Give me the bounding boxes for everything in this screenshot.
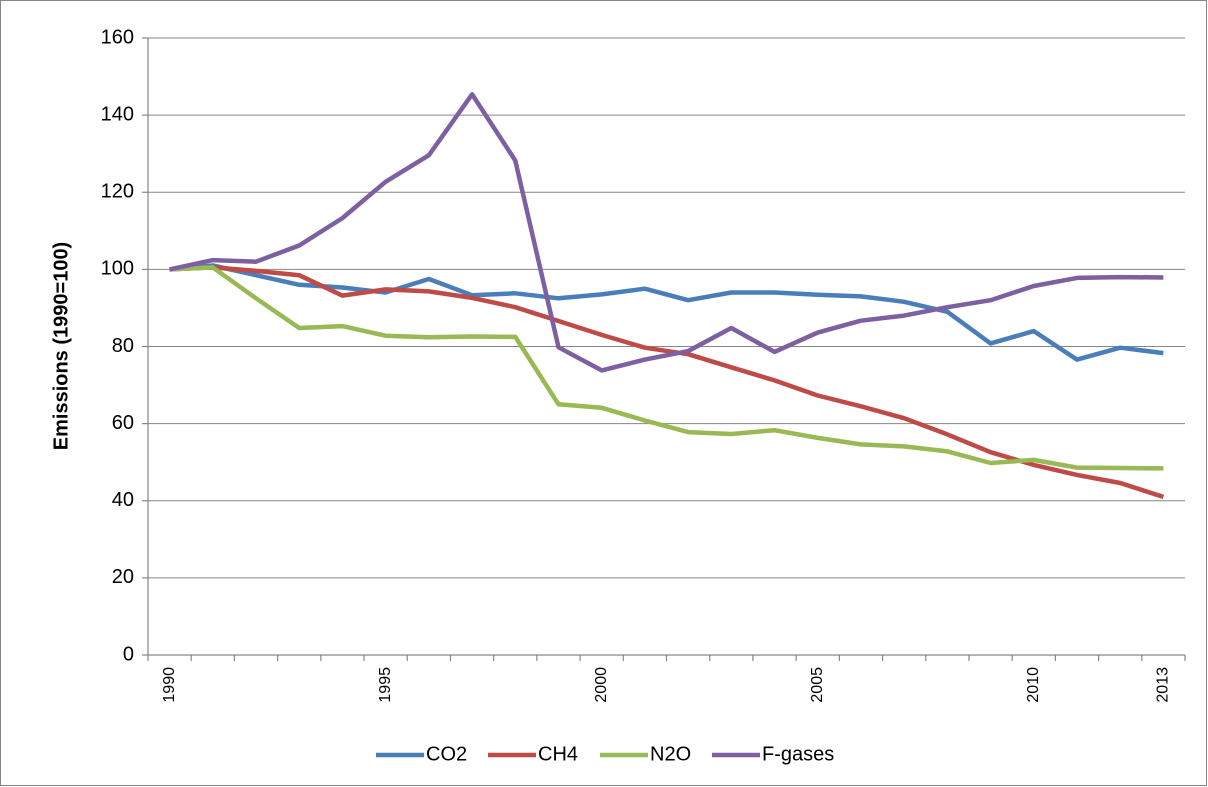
x-tick-label: 1995 (377, 667, 394, 703)
series-line (169, 265, 1165, 500)
y-tick-label: 140 (101, 103, 134, 125)
x-tick-label: 1990 (161, 667, 178, 703)
y-tick-label: 40 (112, 489, 134, 511)
x-tick-label: 2013 (1155, 667, 1172, 703)
y-tick-label: 160 (101, 26, 134, 48)
y-axis-label: Emissions (1990=100) (50, 242, 72, 450)
x-tick-label: 2000 (593, 667, 610, 703)
y-tick-label: 0 (123, 643, 134, 665)
y-tick-label: 60 (112, 412, 134, 434)
legend-label: F-gases (762, 743, 834, 765)
y-tick-label: 20 (112, 566, 134, 588)
y-tick-label: 120 (101, 181, 134, 203)
legend-label: N2O (650, 743, 691, 765)
x-tick-label: 2005 (809, 667, 826, 703)
series-line (169, 263, 1164, 362)
series-line (169, 92, 1164, 373)
legend-label: CO2 (426, 743, 467, 765)
y-tick-label: 80 (112, 335, 134, 357)
legend-label: CH4 (538, 743, 578, 765)
x-tick-label: 2010 (1025, 667, 1042, 703)
series-line (169, 265, 1164, 471)
y-tick-label: 100 (101, 258, 134, 280)
